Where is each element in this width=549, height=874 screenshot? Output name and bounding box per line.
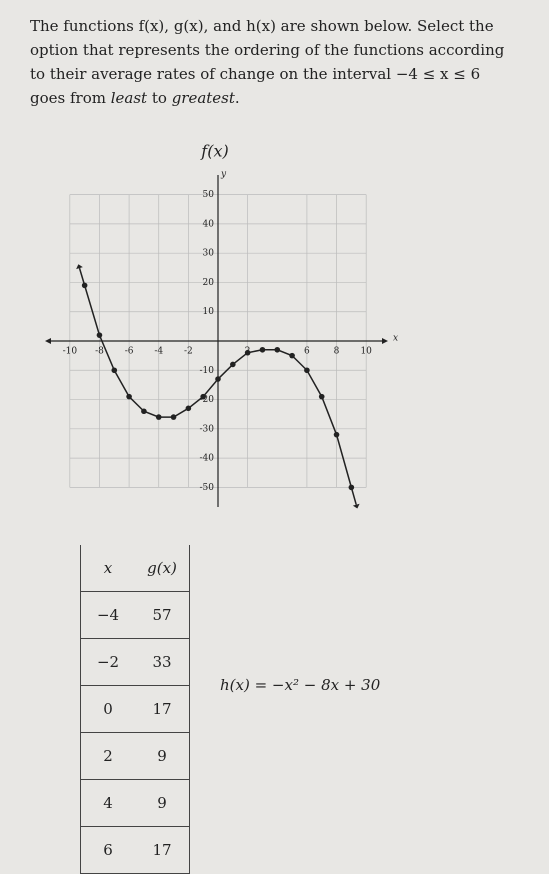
point bbox=[185, 405, 192, 412]
x-tick-label: 6 bbox=[304, 347, 310, 357]
point bbox=[304, 367, 310, 374]
point bbox=[111, 367, 118, 374]
point bbox=[96, 332, 103, 338]
x-tick-label: -4 bbox=[154, 347, 163, 357]
table-header: x g(x) bbox=[81, 545, 190, 592]
curve-extension bbox=[78, 267, 86, 286]
question-text: to bbox=[147, 89, 172, 107]
table-cell: 6 bbox=[80, 826, 135, 874]
point bbox=[141, 408, 147, 415]
point bbox=[126, 393, 132, 400]
header-cell: x bbox=[103, 559, 113, 577]
y-tick-label: -40 bbox=[200, 454, 215, 464]
question-text: greatest bbox=[171, 89, 235, 107]
point bbox=[318, 393, 325, 400]
x-axis-label: x bbox=[393, 334, 398, 344]
curve-extension bbox=[350, 487, 357, 505]
table-cell: 33 bbox=[135, 638, 190, 686]
y-tick-label: 10 bbox=[203, 307, 215, 317]
point bbox=[81, 282, 88, 289]
x-tick-label: -2 bbox=[184, 347, 193, 357]
y-tick-label: 20 bbox=[203, 278, 215, 288]
table-row: −4 57 bbox=[80, 591, 190, 639]
x-tick-label: 8 bbox=[334, 347, 340, 357]
table-row: −2 33 bbox=[80, 638, 190, 686]
header-cell: g(x) bbox=[147, 559, 177, 577]
y-tick-label: -30 bbox=[200, 424, 215, 434]
point bbox=[333, 431, 340, 438]
table: x g(x) −4 57 −2 33 0 17 2 9 4 9 6 17 bbox=[80, 545, 190, 874]
curve-arrow bbox=[352, 503, 360, 509]
chart: f(x) -10-8-6-4-226810-50-40-30-20-101020… bbox=[45, 142, 398, 509]
question: The functions f(x), g(x), and h(x) are s… bbox=[30, 14, 520, 110]
table-cell: 17 bbox=[135, 826, 190, 874]
point bbox=[289, 352, 295, 359]
point bbox=[200, 393, 206, 400]
question-text: . bbox=[234, 89, 240, 107]
point bbox=[155, 414, 162, 420]
point bbox=[244, 349, 251, 356]
table-cell: −2 bbox=[80, 638, 135, 686]
chart-title: f(x) bbox=[200, 142, 228, 161]
y-tick-label: 50 bbox=[203, 190, 215, 200]
x-tick-label: 10 bbox=[360, 347, 372, 357]
x-tick-label: -8 bbox=[95, 347, 104, 357]
point bbox=[170, 414, 177, 420]
y-tick-label: 30 bbox=[203, 249, 215, 259]
table-cell: 9 bbox=[135, 779, 190, 827]
question-text: least bbox=[110, 89, 148, 107]
question-text: The functions f(x), g(x), and h(x) are s… bbox=[30, 17, 505, 107]
table-cell: 57 bbox=[135, 591, 190, 639]
point bbox=[259, 346, 266, 353]
point bbox=[230, 361, 236, 368]
point bbox=[348, 484, 355, 491]
table-row: 0 17 bbox=[80, 685, 190, 733]
table-cell: 2 bbox=[80, 732, 135, 780]
y-axis-label: y bbox=[220, 170, 227, 180]
page: The functions f(x), g(x), and h(x) are s… bbox=[30, 14, 520, 874]
curve-arrow bbox=[76, 264, 83, 270]
table-cell: 0 bbox=[80, 685, 135, 733]
x-tick-label: -6 bbox=[125, 347, 134, 357]
y-tick-label: -50 bbox=[200, 483, 215, 493]
x-tick-label: -10 bbox=[63, 347, 78, 357]
table-cell: 9 bbox=[135, 732, 190, 780]
point bbox=[215, 376, 221, 382]
table-cell: −4 bbox=[80, 591, 135, 639]
y-tick-label: 40 bbox=[203, 219, 215, 229]
y-tick-label: -10 bbox=[200, 366, 215, 376]
point bbox=[274, 346, 281, 353]
formula: h(x) = −x² − 8x + 30 bbox=[220, 676, 381, 694]
y-tick-label: -20 bbox=[200, 395, 215, 405]
table-row: 6 17 bbox=[80, 826, 190, 874]
table-cell: 17 bbox=[135, 685, 190, 733]
table-cell: 4 bbox=[80, 779, 135, 827]
